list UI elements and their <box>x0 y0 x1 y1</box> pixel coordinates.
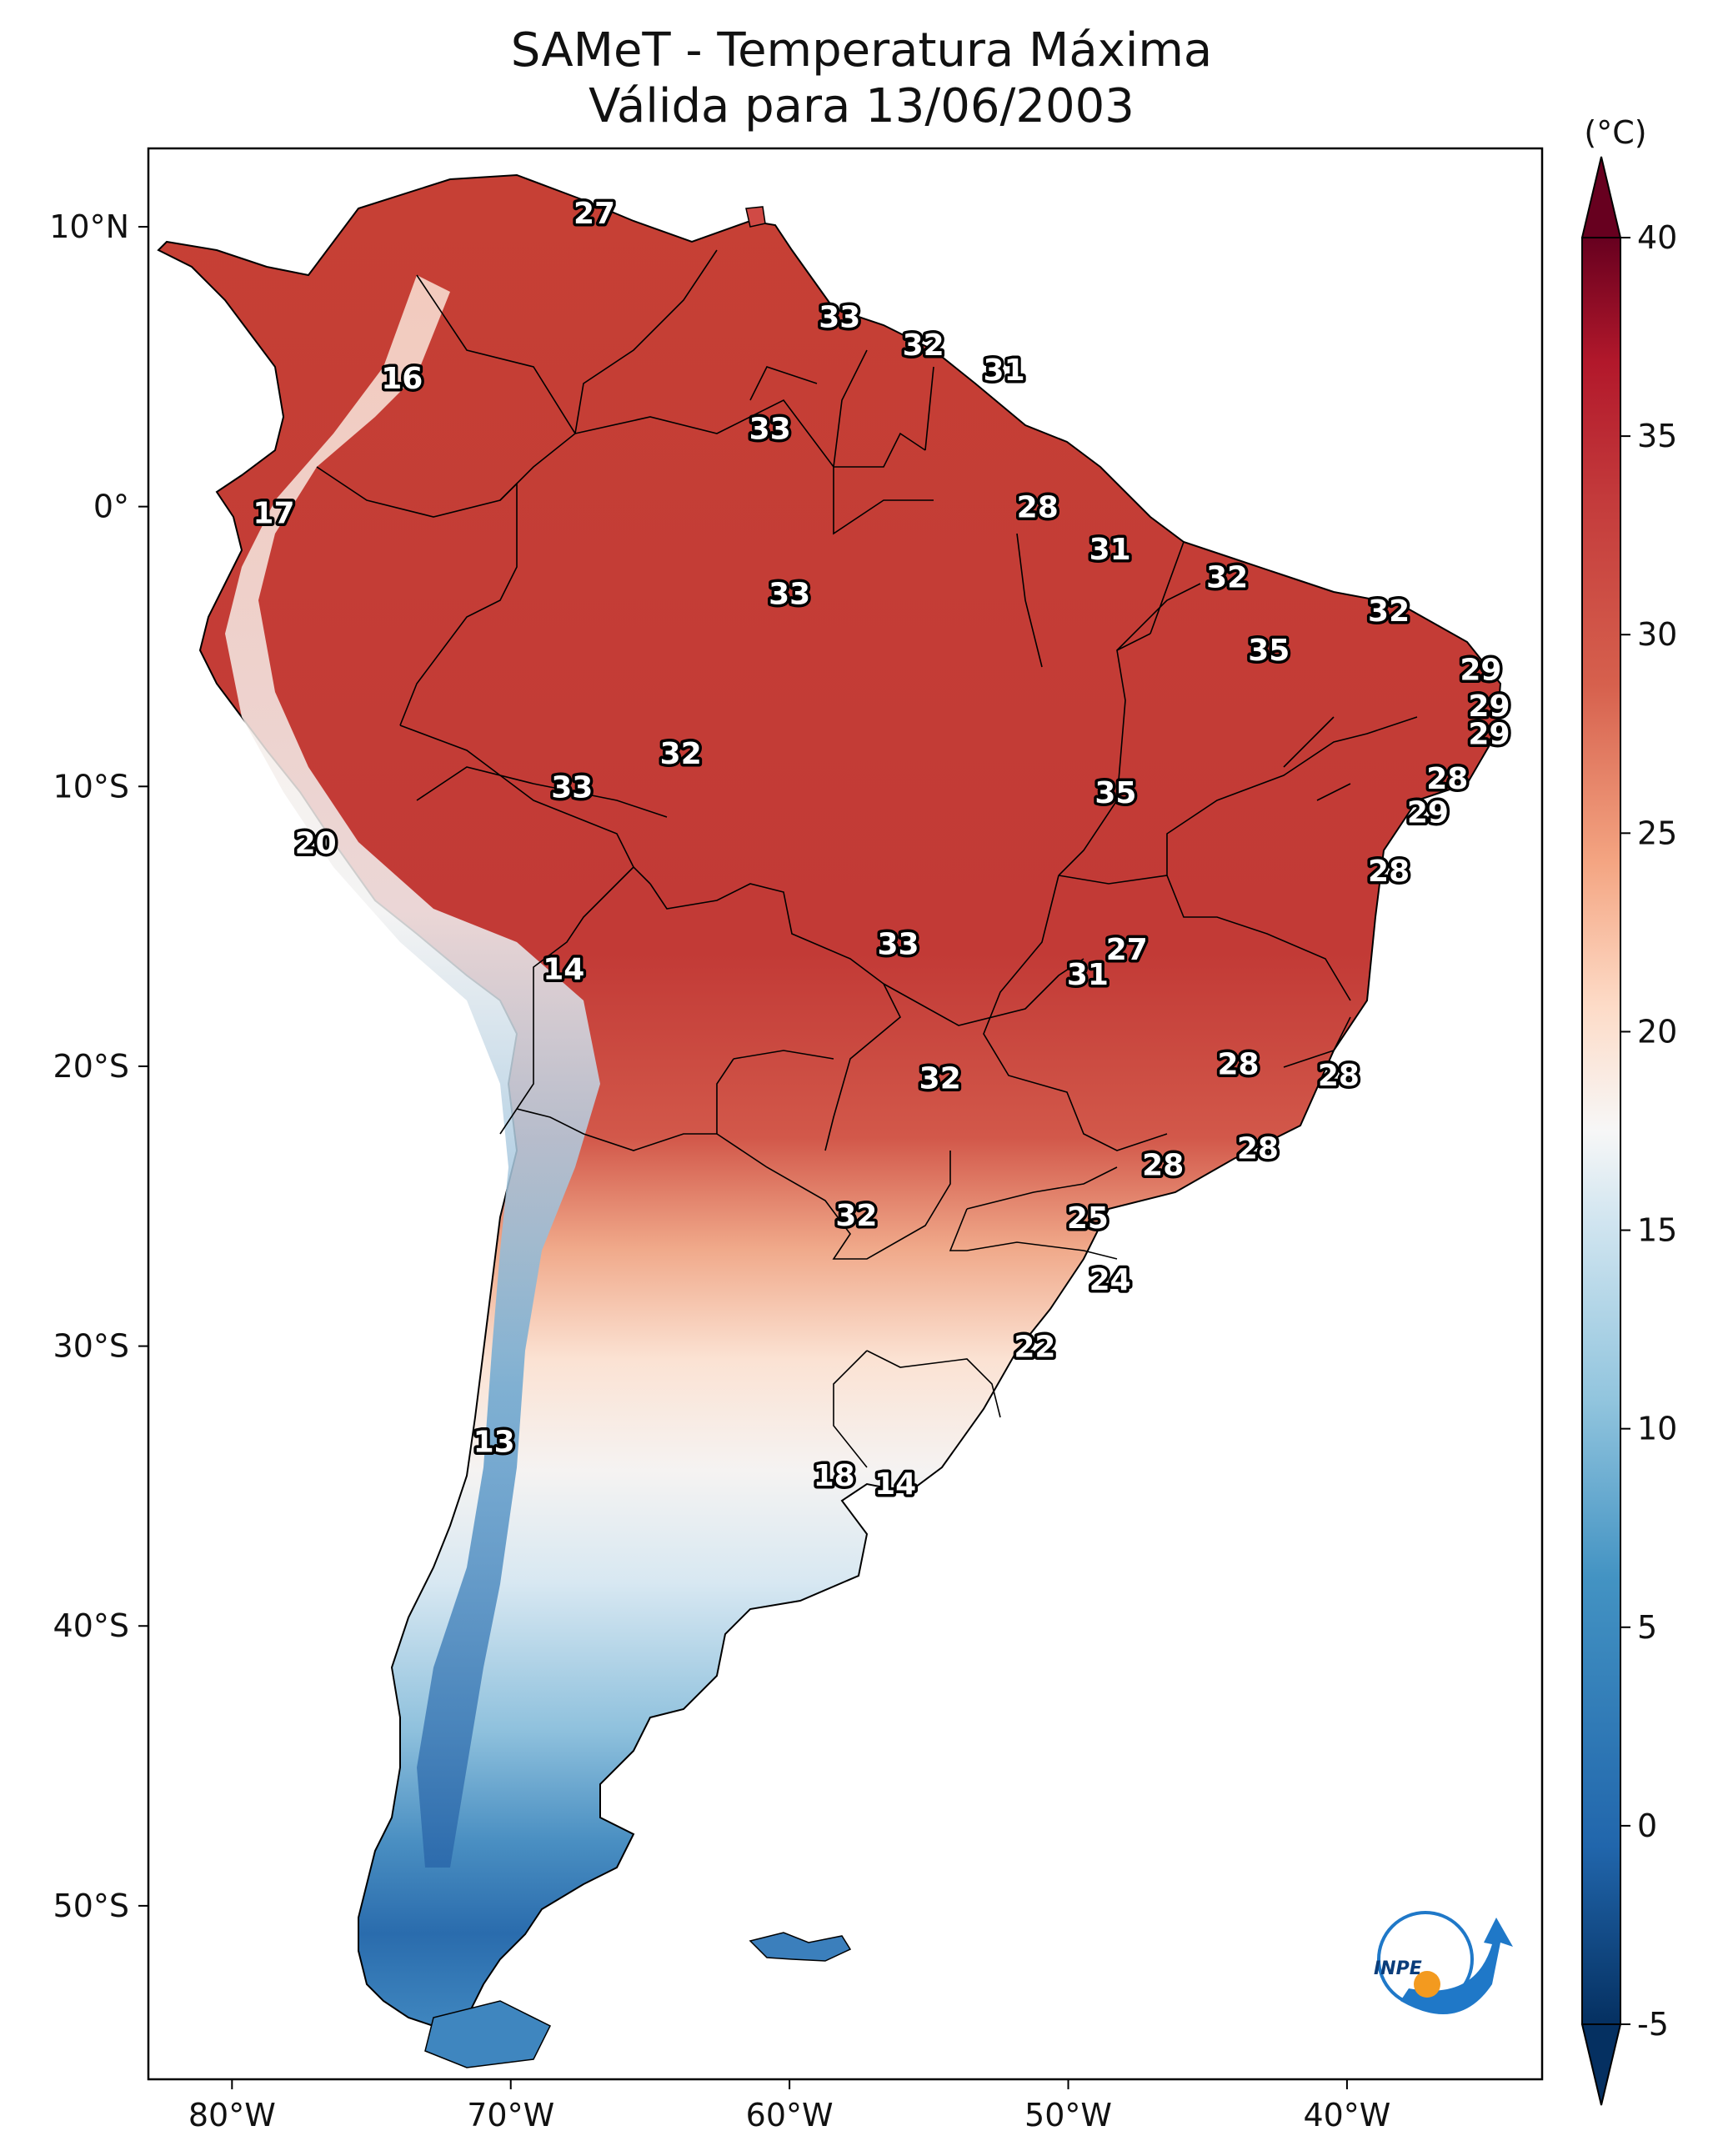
city-temperature-label: 32 <box>1368 594 1410 629</box>
colorbar-tick-label: 15 <box>1637 1212 1677 1249</box>
city-temperature-label: 32 <box>835 1199 877 1233</box>
city-temperature-label: 33 <box>877 927 919 961</box>
colorbar-body <box>1581 237 1621 2025</box>
colorbar-tick-label: 30 <box>1637 616 1677 653</box>
city-temperature-label: 28 <box>1142 1148 1184 1182</box>
y-tick-label: 10°S <box>53 768 129 805</box>
city-temperature-label: 35 <box>1094 776 1136 810</box>
colorbar-tick-label: 20 <box>1637 1013 1677 1050</box>
city-temperature-label: 25 <box>1067 1201 1109 1236</box>
city-temperature-label: 31 <box>1089 533 1131 567</box>
colorbar-tick-label: 0 <box>1637 1808 1657 1844</box>
y-tick-label: 20°S <box>53 1048 129 1085</box>
inpe-logo: INPE <box>1374 1911 1513 2014</box>
city-temperature-label: 28 <box>1217 1048 1259 1082</box>
x-tick-label: 80°W <box>188 2097 276 2133</box>
city-temperature-label: 14 <box>543 952 584 986</box>
city-temperature-label: 27 <box>1106 933 1148 967</box>
city-temperature-label: 28 <box>1318 1059 1360 1093</box>
inpe-logo-arrow-icon <box>1400 1918 1513 2014</box>
city-temperature-label: 28 <box>1426 762 1468 796</box>
inpe-logo-sun-icon <box>1414 1971 1440 1998</box>
map-title: SAMeT - Temperatura Máxima <box>510 23 1213 78</box>
city-temperature-label: 31 <box>984 353 1025 388</box>
city-temperature-label: 17 <box>253 496 294 530</box>
andes-highlands <box>225 275 600 1868</box>
colorbar-tick-label: 40 <box>1637 219 1677 256</box>
city-temperature-label: 20 <box>295 826 337 860</box>
falkland-islands <box>749 1932 852 1962</box>
city-temperature-label: 33 <box>819 300 860 334</box>
colorbar-tick-label: 25 <box>1637 815 1677 851</box>
inpe-logo-text: INPE <box>1374 1958 1422 1979</box>
city-temperature-label: 29 <box>1407 795 1449 830</box>
city-temperature-label: 33 <box>749 413 791 447</box>
city-temperature-label: 31 <box>1067 958 1109 992</box>
trinidad-island <box>745 206 766 228</box>
city-temperature-label: 32 <box>903 328 944 363</box>
tierra-del-fuego <box>424 2000 552 2068</box>
x-tick-label: 50°W <box>1024 2097 1112 2133</box>
city-temperature-label: 22 <box>1014 1331 1055 1365</box>
city-temperature-label: 33 <box>769 578 810 612</box>
city-temperature-label: 32 <box>660 737 702 771</box>
colorbar-min-extend-icon <box>1580 2023 1622 2106</box>
colorbar-max-extend-icon <box>1580 156 1622 238</box>
y-tick-label: 10°N <box>49 208 129 245</box>
y-tick-label: 30°S <box>53 1328 129 1365</box>
colorbar-tick-label: 10 <box>1637 1411 1677 1447</box>
country-borders <box>316 249 1418 1468</box>
city-temperature-label: 28 <box>1368 855 1410 889</box>
colorbar-unit-label: (°C) <box>1584 114 1646 151</box>
city-temperature-label: 28 <box>1237 1131 1279 1166</box>
x-tick-label: 70°W <box>467 2097 554 2133</box>
city-temperature-label: 16 <box>381 362 423 396</box>
city-temperature-label: 13 <box>473 1426 515 1460</box>
map-subtitle: Válida para 13/06/2003 <box>589 79 1134 133</box>
y-tick-label: 50°S <box>53 1888 129 1924</box>
y-tick-label: 40°S <box>53 1607 129 1644</box>
x-tick-label: 40°W <box>1303 2097 1390 2133</box>
city-temperature-label: 32 <box>919 1061 961 1096</box>
city-temperature-label: 29 <box>1468 689 1510 724</box>
longitude-axis: 80°W 70°W 60°W 50°W 40°W <box>188 2079 1390 2133</box>
city-temperature-label: 18 <box>814 1459 855 1493</box>
colorbar: (°C) 40 35 30 25 20 15 10 5 0 -5 <box>1580 114 1677 2106</box>
city-temperature-label: 33 <box>551 770 593 805</box>
map-area <box>157 173 1502 2068</box>
x-tick-label: 60°W <box>746 2097 834 2133</box>
colorbar-tick-label: 35 <box>1637 418 1677 454</box>
latitude-axis: 10°N 0° 10°S 20°S 30°S 40°S 50°S <box>49 208 148 1924</box>
city-temperature-label: 28 <box>1017 491 1059 525</box>
city-temperature-label: 27 <box>573 197 615 231</box>
colorbar-tick-label: -5 <box>1637 2006 1669 2043</box>
city-temperature-label: 35 <box>1248 634 1290 668</box>
colorbar-tick-label: 5 <box>1637 1609 1657 1646</box>
city-temperature-label: 29 <box>1468 718 1510 752</box>
city-temperature-label: 32 <box>1206 561 1248 595</box>
city-temperature-label: 14 <box>874 1467 916 1502</box>
city-temperature-label: 24 <box>1089 1263 1131 1297</box>
y-tick-label: 0° <box>93 489 129 525</box>
city-temperature-label: 29 <box>1460 653 1501 687</box>
